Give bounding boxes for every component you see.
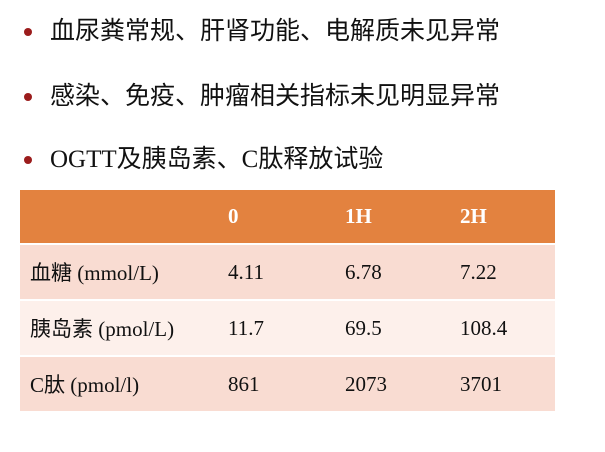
header-cell [20,190,218,244]
table-row: 血糖 (mmol/L) 4.11 6.78 7.22 [20,243,555,300]
table-cell: 7.22 [450,243,555,300]
row-label: 血糖 (mmol/L) [20,243,218,300]
bullet-text: 血尿粪常规、肝肾功能、电解质未见异常 [50,18,501,45]
table-cell: 861 [218,355,335,411]
header-cell: 2H [450,190,555,244]
table-row: C肽 (pmol/l) 861 2073 3701 [20,355,555,411]
header-cell: 0 [218,190,335,244]
table-cell: 69.5 [335,299,450,356]
table-cell: 3701 [450,355,555,411]
bullet: 血尿粪常规、肝肾功能、电解质未见异常 [23,17,501,47]
table-cell: 4.11 [218,243,335,300]
row-label: C肽 (pmol/l) [20,355,218,411]
bullet-text: 感染、免疫、肿瘤相关指标未见明显异常 [50,83,501,110]
row-label: 胰岛素 (pmol/L) [20,299,218,356]
table-row: 胰岛素 (pmol/L) 11.7 69.5 108.4 [20,299,555,356]
header-row: 0 1H 2H [20,190,555,244]
table-cell: 2073 [335,355,450,411]
table-cell: 108.4 [450,299,555,356]
data-table: 0 1H 2H 血糖 (mmol/L) 4.11 6.78 7.22 胰岛素 (pmol… [20,190,555,411]
table-cell: 11.7 [218,299,335,356]
bullet: OGTT及胰岛素、C肽释放试验 [23,145,384,175]
bullet-text: OGTT及胰岛素、C肽释放试验 [50,146,384,173]
header-cell: 1H [335,190,450,244]
table-cell: 6.78 [335,243,450,300]
bullet: 感染、免疫、肿瘤相关指标未见明显异常 [23,82,501,112]
